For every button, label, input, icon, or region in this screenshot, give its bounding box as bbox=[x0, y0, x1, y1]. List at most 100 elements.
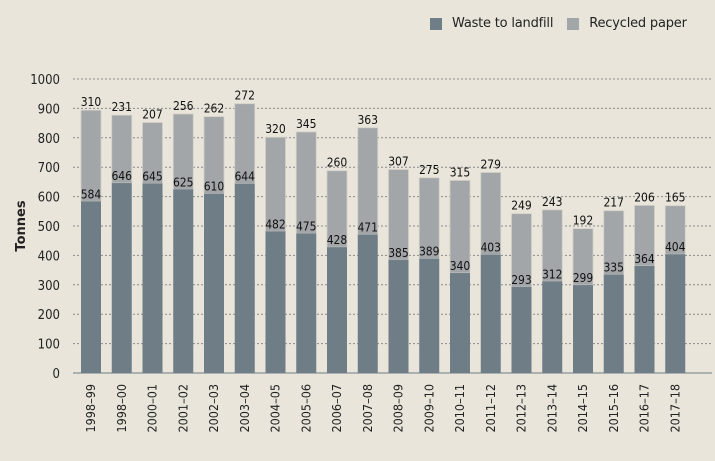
bar-waste-to-landfill bbox=[603, 274, 624, 373]
data-label-waste: 471 bbox=[357, 221, 378, 235]
x-tick-label: 2009–10 bbox=[421, 384, 436, 433]
legend-swatch-waste bbox=[430, 17, 442, 30]
data-label-waste: 646 bbox=[111, 169, 132, 183]
data-label-waste: 475 bbox=[296, 219, 317, 233]
bar-waste-to-landfill bbox=[419, 258, 440, 373]
data-label-waste: 625 bbox=[173, 175, 194, 189]
legend: Waste to landfill Recycled paper bbox=[430, 16, 701, 31]
data-labels: 584 310 646 231 645 207 625 256 610 262 644 272 482 3… bbox=[81, 89, 686, 287]
bar-recycled-paper bbox=[357, 127, 379, 235]
data-label-waste: 403 bbox=[480, 241, 501, 255]
x-tick-label: 2000–01 bbox=[145, 384, 160, 433]
data-label-recycled: 192 bbox=[573, 214, 594, 228]
data-label-recycled: 272 bbox=[234, 89, 255, 103]
bar-waste-to-landfill bbox=[296, 233, 317, 373]
x-tick-label: 2005–06 bbox=[298, 384, 313, 433]
x-tick-label: 2007–08 bbox=[360, 384, 375, 433]
data-label-waste: 428 bbox=[327, 233, 348, 247]
legend-label-waste: Waste to landfill bbox=[452, 16, 554, 31]
y-tick-label: 300 bbox=[38, 279, 60, 294]
data-label-waste: 340 bbox=[450, 259, 471, 273]
bar-waste-to-landfill bbox=[81, 201, 101, 373]
data-label-recycled: 345 bbox=[296, 117, 317, 131]
x-tick-label: 2008–09 bbox=[391, 384, 406, 433]
bar-waste-to-landfill bbox=[511, 286, 532, 373]
y-tick-label: 200 bbox=[38, 308, 60, 323]
x-tick-label: 2001–02 bbox=[175, 384, 190, 433]
bar-waste-to-landfill bbox=[450, 273, 470, 373]
data-label-recycled: 206 bbox=[634, 190, 655, 204]
data-label-recycled: 275 bbox=[419, 163, 440, 177]
bar-waste-to-landfill bbox=[265, 231, 286, 373]
x-tick-label: 2015–16 bbox=[606, 384, 621, 433]
bar-waste-to-landfill bbox=[173, 189, 194, 373]
x-tick-label: 2012–13 bbox=[514, 384, 529, 433]
bar-waste-to-landfill bbox=[357, 234, 378, 373]
x-tick-label: 2014–15 bbox=[575, 384, 590, 433]
legend-label-recycled: Recycled paper bbox=[589, 16, 687, 31]
data-label-waste: 335 bbox=[603, 261, 624, 275]
data-label-recycled: 165 bbox=[665, 191, 686, 205]
y-axis-label: Tonnes bbox=[14, 200, 29, 251]
data-label-recycled: 315 bbox=[450, 165, 471, 179]
data-label-recycled: 307 bbox=[388, 155, 409, 169]
data-label-recycled: 243 bbox=[542, 195, 563, 209]
x-tick-label: 1998–99 bbox=[83, 384, 98, 433]
y-tick-labels: 0 100 200 300 400 500 600 700 800 900 1000 bbox=[30, 73, 60, 382]
legend-swatch-recycled bbox=[567, 17, 580, 30]
data-label-recycled: 249 bbox=[511, 199, 532, 213]
x-tick-label: 2011–12 bbox=[483, 384, 498, 433]
data-label-waste: 482 bbox=[265, 217, 286, 231]
y-tick-label: 500 bbox=[38, 220, 60, 235]
bar-recycled-paper bbox=[295, 131, 317, 234]
y-tick-label: 100 bbox=[38, 338, 60, 353]
data-label-waste: 312 bbox=[542, 267, 563, 281]
bar-waste-to-landfill bbox=[634, 265, 655, 373]
y-tick-label: 0 bbox=[53, 367, 60, 382]
data-label-recycled: 320 bbox=[265, 122, 286, 136]
data-label-recycled: 262 bbox=[204, 102, 225, 116]
data-label-waste: 385 bbox=[388, 246, 409, 260]
data-label-waste: 299 bbox=[573, 271, 594, 285]
y-tick-label: 800 bbox=[38, 132, 60, 147]
data-label-recycled: 279 bbox=[480, 157, 501, 171]
bar-waste-to-landfill bbox=[573, 285, 593, 373]
x-tick-label: 2002–03 bbox=[206, 384, 221, 433]
x-tick-label: 2006–07 bbox=[329, 384, 344, 433]
x-tick-label: 2013–14 bbox=[544, 384, 559, 433]
y-tick-label: 900 bbox=[38, 102, 60, 117]
bar-waste-to-landfill bbox=[665, 254, 686, 373]
legend-item-recycled: Recycled paper bbox=[567, 16, 687, 31]
data-label-waste: 404 bbox=[665, 240, 686, 254]
x-tick-label: 2010–11 bbox=[452, 384, 467, 433]
x-tick-label: 2017–18 bbox=[667, 384, 682, 433]
bar-waste-to-landfill bbox=[388, 259, 409, 373]
bar-waste-to-landfill bbox=[542, 281, 563, 373]
y-tick-label: 400 bbox=[38, 249, 60, 264]
data-label-recycled: 260 bbox=[327, 156, 348, 170]
data-label-waste: 644 bbox=[234, 170, 255, 184]
data-label-recycled: 310 bbox=[81, 95, 102, 109]
y-tick-label: 700 bbox=[38, 161, 60, 176]
data-label-waste: 645 bbox=[142, 169, 163, 183]
data-label-waste: 584 bbox=[81, 187, 102, 201]
data-label-recycled: 231 bbox=[111, 100, 132, 114]
y-tick-label: 1000 bbox=[30, 73, 60, 88]
bar-recycled-paper bbox=[449, 180, 471, 274]
bar-waste-to-landfill bbox=[327, 247, 347, 373]
bar-waste-to-landfill bbox=[480, 254, 501, 373]
legend-item-waste: Waste to landfill bbox=[430, 16, 553, 31]
x-tick-label: 2004–05 bbox=[268, 384, 283, 433]
x-tick-label: 1998–00 bbox=[114, 384, 129, 433]
bar-waste-to-landfill bbox=[234, 183, 255, 373]
x-tick-label: 2003–04 bbox=[237, 384, 252, 433]
data-label-recycled: 217 bbox=[603, 196, 624, 210]
x-tick-label: 2016–17 bbox=[637, 384, 652, 433]
bars bbox=[80, 103, 686, 373]
data-label-waste: 364 bbox=[634, 252, 655, 266]
bar-waste-to-landfill bbox=[142, 183, 163, 373]
data-label-recycled: 207 bbox=[142, 108, 163, 122]
y-tick-label: 600 bbox=[38, 191, 60, 206]
bar-waste-to-landfill bbox=[111, 183, 132, 373]
